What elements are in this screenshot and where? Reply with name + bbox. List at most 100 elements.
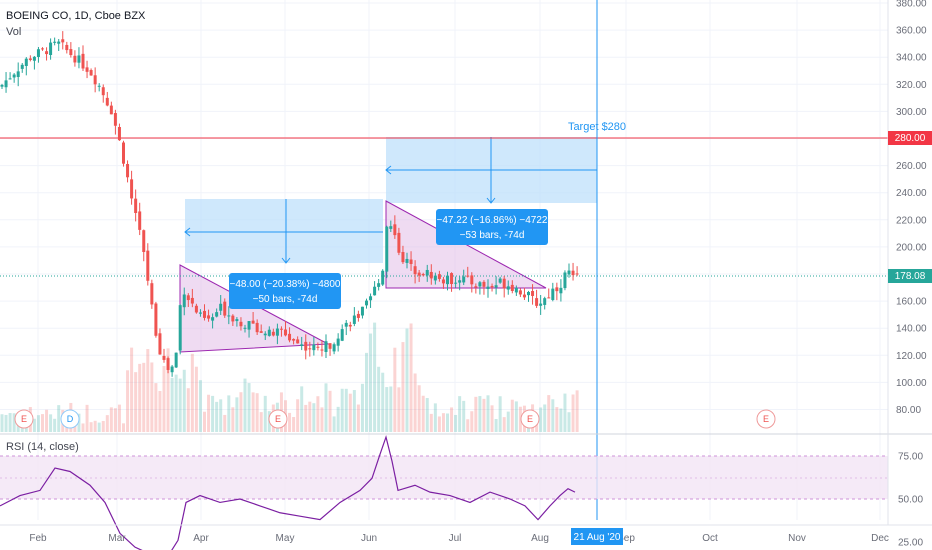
symbol-legend[interactable]: BOEING CO, 1D, Cboe BZX Vol [6,8,145,40]
volume-bar [356,404,360,432]
candle [571,262,575,281]
rsi-axis[interactable]: 75.00 50.00 25.00 [898,452,923,549]
candle [551,282,555,302]
candle [498,276,502,284]
candle [105,91,109,107]
volume-bar [77,413,81,432]
volume-bar [203,411,206,432]
candle [389,220,393,233]
candle [247,321,251,338]
volume-bar [539,407,543,432]
volume-bar [575,390,579,432]
candle [20,63,24,73]
volume-bar [340,388,344,432]
candle [547,288,551,299]
price-axis[interactable]: 380.00 360.00 340.00 320.00 300.00 280.00 260.… [896,0,927,416]
volume-bar [369,333,373,432]
candle [433,272,437,285]
candle [324,334,328,358]
candle [275,323,279,345]
candle [531,284,535,305]
volume-bar [158,390,162,432]
volume-bar [288,412,292,432]
volume-bar [510,399,514,432]
candle [211,313,215,329]
candle [405,252,409,269]
earnings-marker-oct[interactable]: E [756,409,776,429]
target-level-badge-text: 280.00 [895,133,926,144]
volume-bar [154,383,158,432]
volume-bar [417,385,421,432]
measure-box-1[interactable] [184,199,383,264]
price-tick-label: 160.00 [896,297,927,308]
volume-bar [389,386,393,432]
volume-bar [478,396,482,432]
candle [57,39,61,51]
target-label: Target $280 [568,121,626,133]
candle [450,272,454,292]
candle [490,283,494,292]
candle [4,72,8,93]
measure-box-2[interactable] [385,137,597,204]
candle [377,279,381,291]
candle [539,295,543,315]
volume-bar [146,349,150,432]
volume-bar [421,395,425,432]
volume-bar [53,418,57,432]
candle [308,341,312,357]
measure-info-2: −47.22 (−16.86%) −4722 −53 bars, -74d [436,209,548,245]
volume-bar [450,407,454,432]
volume-bar [239,392,243,432]
candle [543,296,547,310]
volume-bar [514,401,518,432]
volume-bar [312,403,316,432]
price-tick-label: 80.00 [896,405,921,416]
dividend-marker[interactable]: D [60,409,80,429]
volume-bar [328,390,332,432]
candle [239,317,243,331]
candle [328,343,332,356]
volume-bar [559,408,563,432]
price-tick-label: 320.00 [896,80,927,91]
price-tick-label: 380.00 [896,0,927,10]
volume-bar [36,415,40,432]
volume-bar [296,399,300,432]
earnings-marker-apr[interactable]: E [268,409,288,429]
candle [235,317,239,327]
volume-bar [126,370,130,432]
candle [134,189,138,222]
measure-info-1: −48.00 (−20.38%) −4800 −50 bars, -74d [229,273,341,309]
candle [190,288,194,308]
candle [259,324,263,334]
symbol-title[interactable]: BOEING CO, 1D, Cboe BZX [6,10,146,22]
candle [494,276,498,295]
volume-legend[interactable]: Vol [6,26,22,38]
price-tick-label: 300.00 [896,107,927,118]
svg-text:D: D [67,414,74,424]
volume-bar [259,412,263,432]
candle [567,263,571,278]
svg-text:E: E [763,414,769,424]
volume-bar [12,413,16,432]
volume-bar [93,420,97,432]
candle [126,160,130,183]
price-tick-label: 120.00 [896,351,927,362]
volume-bar [393,347,397,432]
time-axis[interactable]: Feb Mar Apr May Jun Jul Aug Sep Oct Nov Dec [29,533,889,544]
volume-bar [397,387,401,432]
candle [219,295,223,316]
time-tick-label: Feb [29,533,47,544]
earnings-marker-jul[interactable]: E [520,409,540,429]
earnings-marker-feb[interactable]: E [14,409,34,429]
candle [263,331,267,340]
candle [320,340,324,357]
candle [417,269,421,282]
volume-bar [186,388,190,432]
volume-bar [365,352,368,432]
volume-bar [89,422,93,432]
candle [288,327,292,343]
volume-bar [130,347,134,432]
rsi-legend[interactable]: RSI (14, close) [6,441,79,453]
candle [49,38,53,60]
